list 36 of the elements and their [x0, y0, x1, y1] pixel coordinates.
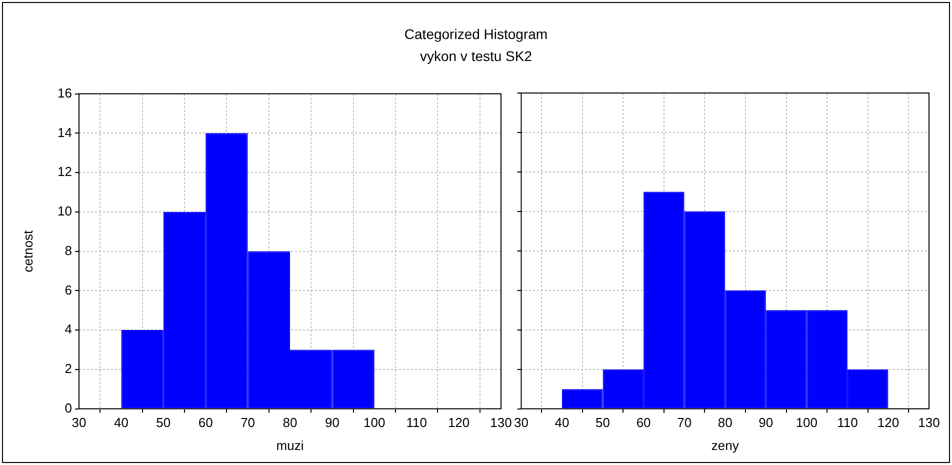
x-tick-label: 50 — [156, 415, 171, 430]
x-tick-label: 80 — [282, 415, 298, 430]
y-tick-label: 0 — [64, 400, 72, 416]
x-tick-label: 110 — [837, 415, 858, 430]
y-tick-label: 12 — [58, 164, 72, 180]
chart-subtitle: vykon v testu SK2 — [418, 47, 534, 66]
x-axis-title: zeny — [711, 438, 740, 453]
x-tick-label: 60 — [636, 415, 651, 430]
chart-title: Categorized Histogram — [403, 25, 549, 44]
x-tick-label: 130 — [490, 415, 512, 430]
x-axis-title: muzi — [276, 438, 304, 453]
x-tick-label: 60 — [198, 415, 213, 430]
y-tick-label: 8 — [64, 242, 72, 258]
x-tick-label: 120 — [448, 415, 470, 430]
x-tick-label: 90 — [324, 415, 340, 430]
x-tick-label: 120 — [877, 415, 900, 430]
x-tick-label: 30 — [514, 415, 528, 430]
x-tick-label: 50 — [596, 415, 610, 430]
x-tick-label: 70 — [677, 415, 692, 430]
x-tick-label: 40 — [554, 415, 570, 430]
x-tick-label: 130 — [918, 415, 940, 430]
y-tick-label: 2 — [64, 361, 72, 376]
x-tick-label: 90 — [758, 415, 774, 430]
x-tick-label: 40 — [114, 415, 128, 430]
y-tick-label: 4 — [64, 322, 72, 337]
x-tick-label: 110 — [406, 415, 427, 430]
y-axis-title: cetnost — [20, 230, 36, 272]
x-tick-label: 100 — [796, 415, 818, 430]
y-tick-label: 14 — [58, 124, 72, 140]
y-tick-label: 16 — [58, 85, 72, 100]
x-tick-label: 80 — [718, 415, 732, 430]
x-tick-label: 70 — [240, 415, 256, 430]
x-tick-label: 30 — [72, 415, 86, 430]
y-tick-label: 6 — [64, 282, 72, 298]
y-tick-label: 10 — [58, 204, 72, 219]
x-tick-label: 100 — [364, 415, 386, 430]
